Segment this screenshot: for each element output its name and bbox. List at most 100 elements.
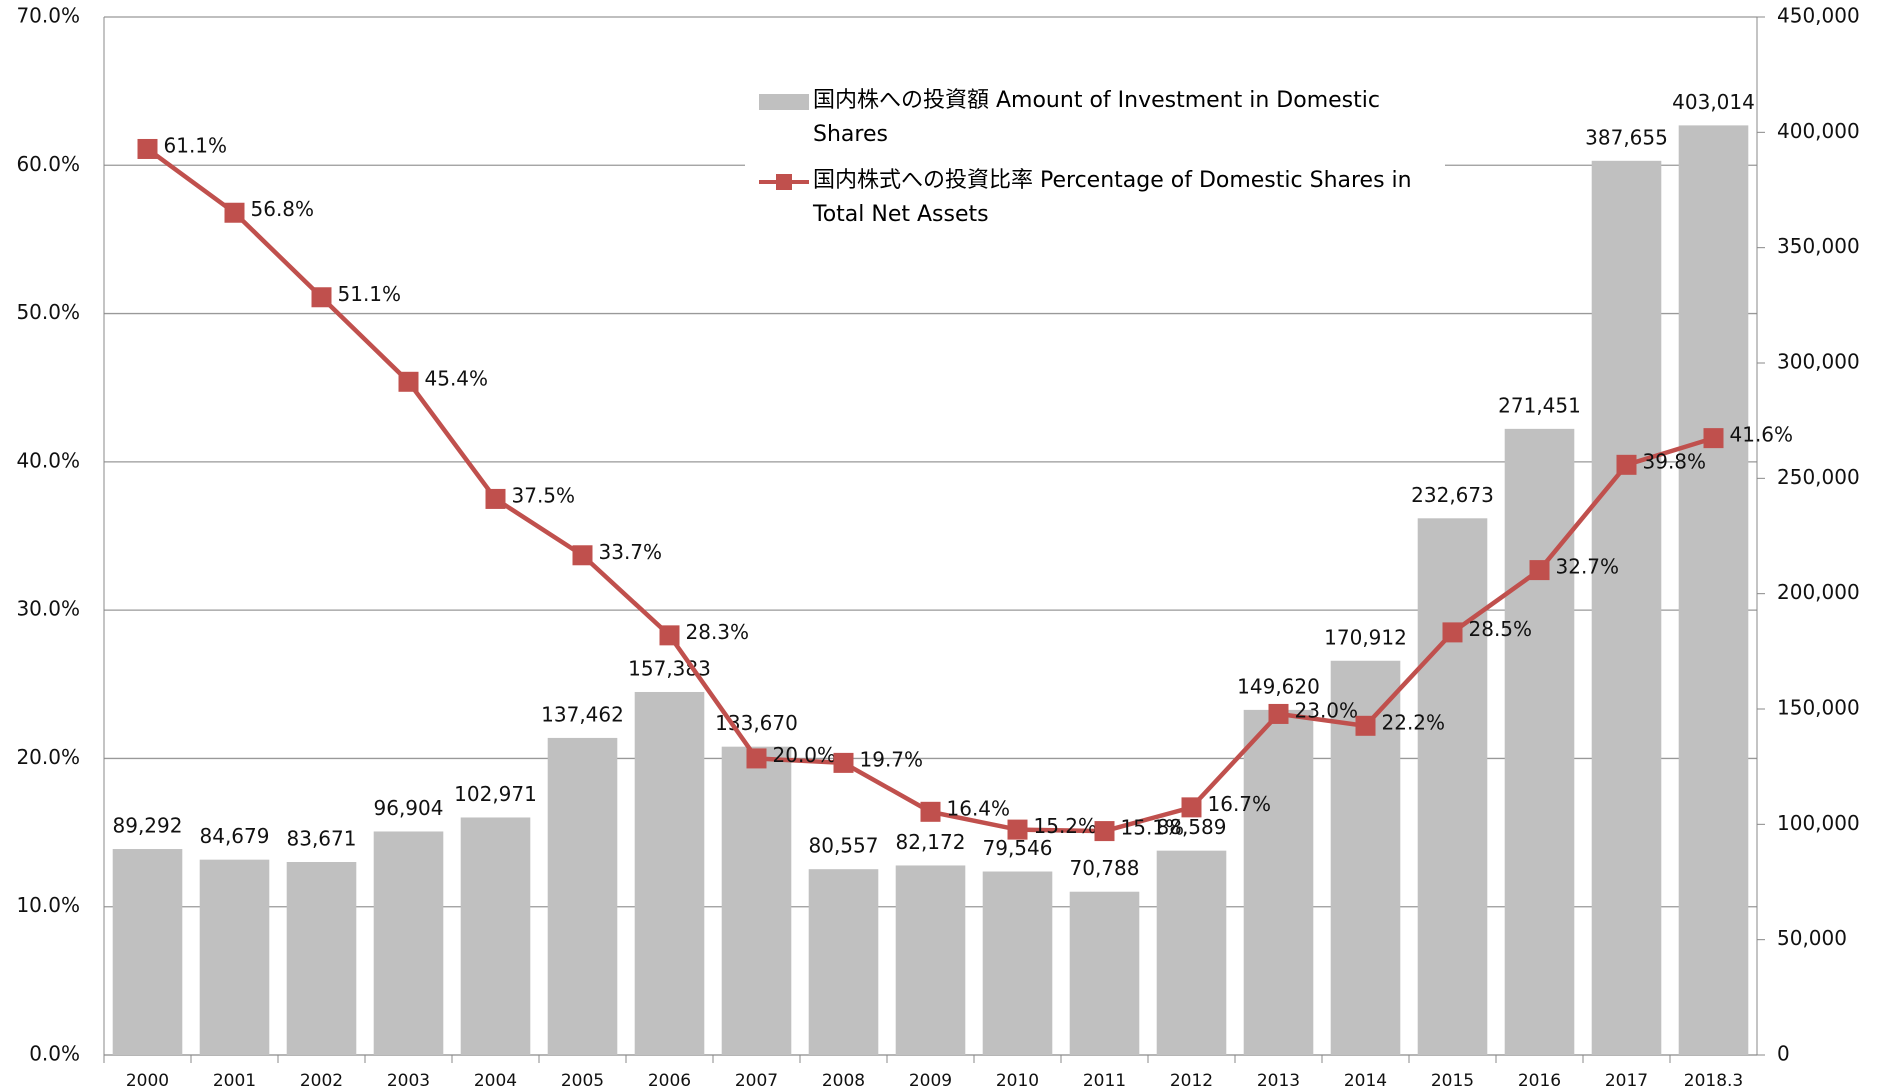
x-tick-label: 2012 (1170, 1071, 1213, 1090)
marker (1529, 560, 1550, 581)
marker (1703, 428, 1724, 449)
marker (746, 748, 767, 769)
x-tick-label: 2007 (735, 1071, 778, 1090)
line-label: 28.5% (1469, 617, 1533, 641)
line-label: 28.3% (686, 620, 750, 644)
bar-label: 82,172 (896, 830, 966, 854)
marker (1268, 703, 1289, 724)
marker (1442, 622, 1463, 643)
marker (572, 545, 593, 566)
legend-swatch (759, 174, 809, 190)
bar (721, 746, 792, 1055)
y2-tick-label: 450,000 (1777, 4, 1860, 28)
bar (808, 869, 879, 1055)
line-label: 39.8% (1643, 449, 1707, 473)
line-label: 61.1% (164, 133, 228, 157)
marker (485, 488, 506, 509)
bar (112, 849, 183, 1055)
bar (895, 865, 966, 1055)
legend-swatch (759, 94, 809, 110)
bar (1156, 850, 1227, 1055)
bar-label: 79,546 (983, 836, 1053, 860)
line-label: 37.5% (512, 483, 576, 507)
bar (1591, 160, 1662, 1055)
line-label: 41.6% (1730, 423, 1794, 447)
line-label: 33.7% (599, 540, 663, 564)
x-tick-label: 2018.3 (1684, 1071, 1743, 1090)
y2-tick-label: 350,000 (1777, 234, 1860, 258)
bar-label: 83,671 (287, 826, 357, 850)
y-tick-label: 0.0% (29, 1042, 80, 1066)
x-tick-label: 2011 (1083, 1071, 1126, 1090)
y2-tick-label: 0 (1777, 1042, 1790, 1066)
bar (634, 691, 705, 1055)
x-tick-label: 2016 (1518, 1071, 1561, 1090)
bar-label: 149,620 (1237, 674, 1320, 698)
y-tick-label: 40.0% (16, 448, 80, 472)
bar (547, 737, 618, 1055)
bar-label: 84,679 (200, 824, 270, 848)
bar-label: 232,673 (1411, 483, 1494, 507)
marker (398, 371, 419, 392)
x-tick-label: 2017 (1605, 1071, 1648, 1090)
bar-label: 70,788 (1070, 856, 1140, 880)
marker (224, 202, 245, 223)
marker (833, 752, 854, 773)
bar (1417, 518, 1488, 1055)
swatch-marker (776, 174, 792, 190)
x-tick-label: 2010 (996, 1071, 1039, 1090)
bar-label: 271,451 (1498, 393, 1581, 417)
line-label: 22.2% (1382, 710, 1446, 734)
y2-tick-label: 150,000 (1777, 696, 1860, 720)
legend-label: 国内株式への投資比率 Percentage of Domestic Shares… (813, 168, 1412, 227)
bar-label: 170,912 (1324, 625, 1407, 649)
x-tick-label: 2002 (300, 1071, 343, 1090)
bar-label: 96,904 (374, 796, 444, 820)
bar (460, 817, 531, 1055)
bar (1678, 125, 1749, 1055)
marker (1355, 715, 1376, 736)
x-tick-label: 2014 (1344, 1071, 1387, 1090)
x-tick-label: 2009 (909, 1071, 952, 1090)
line-label: 45.4% (425, 366, 489, 390)
bar (199, 859, 270, 1055)
y-tick-label: 10.0% (16, 893, 80, 917)
y-tick-label: 20.0% (16, 745, 80, 769)
legend-item: 国内株式への投資比率 Percentage of Domestic Shares… (745, 164, 1445, 232)
x-tick-label: 2008 (822, 1071, 865, 1090)
legend: 国内株への投資額 Amount of Investment in Domesti… (745, 80, 1445, 248)
y2-tick-label: 400,000 (1777, 119, 1860, 143)
legend-label: 国内株への投資額 Amount of Investment in Domesti… (813, 88, 1380, 147)
x-tick-label: 2001 (213, 1071, 256, 1090)
bar-label: 102,971 (454, 782, 537, 806)
y2-tick-label: 200,000 (1777, 580, 1860, 604)
x-tick-label: 2015 (1431, 1071, 1474, 1090)
y2-tick-label: 50,000 (1777, 926, 1847, 950)
x-tick-label: 2000 (126, 1071, 169, 1090)
bar-label: 403,014 (1672, 90, 1755, 114)
line-label: 19.7% (860, 747, 924, 771)
line-label: 16.7% (1208, 792, 1272, 816)
line-label: 23.0% (1295, 698, 1359, 722)
x-tick-label: 2004 (474, 1071, 517, 1090)
marker (1616, 454, 1637, 475)
x-tick-label: 2013 (1257, 1071, 1300, 1090)
y-tick-label: 30.0% (16, 597, 80, 621)
marker (1181, 797, 1202, 818)
bar (1504, 428, 1575, 1055)
bar (982, 871, 1053, 1055)
line-label: 16.4% (947, 796, 1011, 820)
y-tick-label: 70.0% (16, 4, 80, 28)
bar (373, 831, 444, 1055)
bar (1069, 891, 1140, 1055)
marker (659, 625, 680, 646)
marker (920, 801, 941, 822)
marker (311, 287, 332, 308)
line-label: 51.1% (338, 282, 402, 306)
y2-tick-label: 250,000 (1777, 465, 1860, 489)
line-label: 15.1% (1121, 816, 1185, 840)
y2-tick-label: 300,000 (1777, 350, 1860, 374)
marker (1007, 819, 1028, 840)
